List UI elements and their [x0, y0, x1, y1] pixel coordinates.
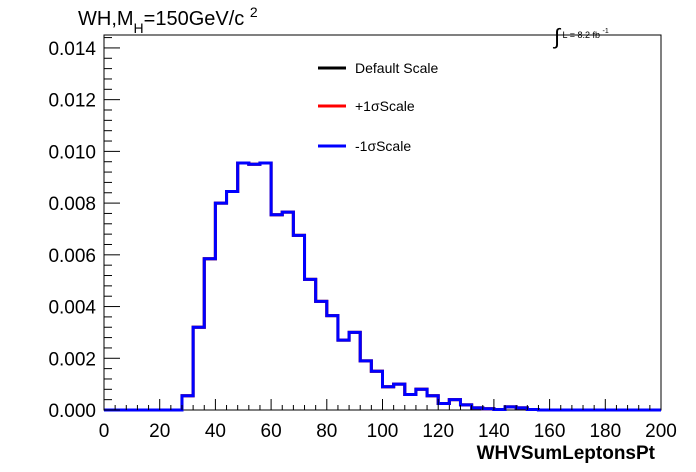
x-tick-label: 60 [261, 421, 282, 442]
legend-label-1: +1σScale [355, 98, 415, 114]
x-axis-title: WHVSumLeptonsPt [477, 443, 656, 464]
title-superscript: 2 [249, 4, 258, 20]
x-tick-label: 200 [645, 421, 677, 442]
luminosity-superscript: -1 [602, 28, 609, 35]
plot-frame-border [103, 34, 662, 411]
chart-title: WH,MH=150GeV/c 2 [78, 4, 258, 36]
axes: 0 20 40 60 80 100 120 140 160 180 200 0.000 0.002 0.0… [48, 37, 677, 442]
y-tick-label: 0.010 [48, 142, 96, 163]
legend-label-2: -1σScale [355, 138, 411, 154]
y-tick-label: 0.014 [48, 39, 96, 60]
y-tick-label: 0.008 [48, 194, 96, 215]
x-tick-label: 160 [534, 421, 566, 442]
x-tick-label: 180 [589, 421, 621, 442]
title-prefix: WH,M [78, 8, 134, 30]
x-tick-label: 120 [422, 421, 454, 442]
y-tick-label: 0.000 [48, 401, 96, 422]
series-line-2 [104, 161, 661, 412]
y-tick-label: 0.004 [48, 298, 96, 319]
x-tick-label: 80 [316, 421, 337, 442]
integral-symbol: ∫ [554, 24, 561, 49]
y-tick-label: 0.012 [48, 91, 96, 112]
x-tick-label: 20 [149, 421, 170, 442]
legend-label-0: Default Scale [355, 60, 438, 76]
x-tick-label: 0 [99, 421, 110, 442]
title-subscript: H [133, 20, 144, 36]
plot-frame [103, 34, 662, 411]
y-tick-label: 0.002 [48, 349, 96, 370]
series-layer [104, 161, 661, 412]
legend: Default Scale +1σScale -1σScale [318, 60, 438, 154]
x-tick-label: 140 [478, 421, 510, 442]
y-tick-label: 0.006 [48, 246, 96, 267]
title-mid: =150GeV/c [143, 8, 245, 30]
x-tick-label: 40 [205, 421, 226, 442]
x-tick-label: 100 [367, 421, 399, 442]
